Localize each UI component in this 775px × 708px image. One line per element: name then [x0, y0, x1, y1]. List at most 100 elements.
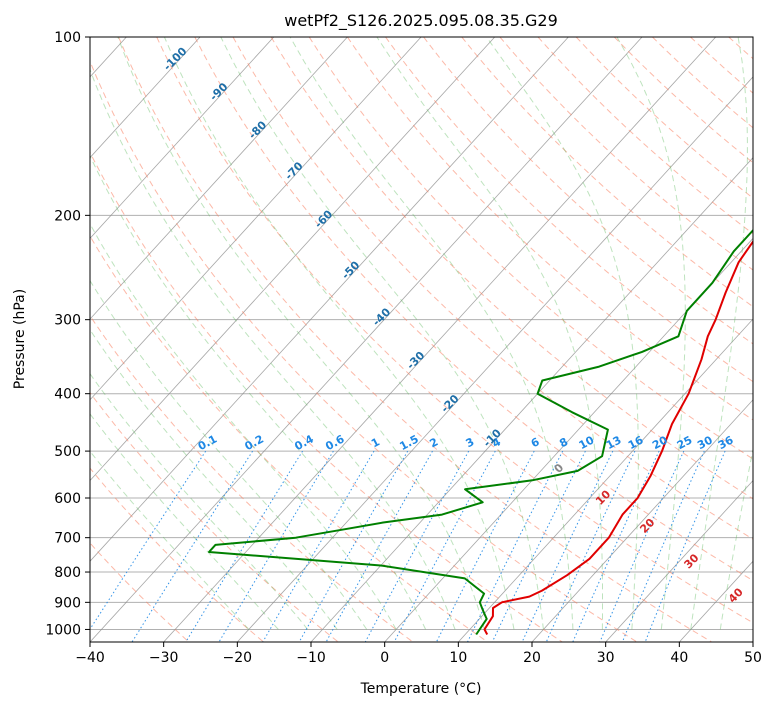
y-tick-label: 400 — [54, 387, 81, 403]
moist-adiabat — [220, 37, 544, 630]
x-tick-label: −40 — [75, 650, 105, 666]
chart-title: wetPf2_S126.2025.095.08.35.G29 — [284, 11, 558, 31]
dry-adiabat — [90, 314, 414, 642]
isotherm-line — [90, 37, 496, 482]
isotherm-line — [752, 641, 753, 642]
moist-adiabat — [690, 37, 748, 630]
moist-adiabat — [90, 68, 456, 630]
temperature-line — [483, 239, 753, 635]
y-tick-label: 900 — [54, 595, 81, 611]
dry-adiabat — [194, 37, 753, 582]
dry-adiabat — [90, 59, 638, 642]
mixing-ratio-line — [572, 450, 660, 642]
dry-adiabat — [90, 391, 339, 642]
dry-adiabat — [461, 37, 753, 308]
dry-adiabat — [232, 37, 753, 540]
y-tick-label: 100 — [54, 30, 81, 46]
isotherm-line — [90, 37, 569, 562]
x-tick-label: −10 — [296, 650, 326, 666]
isotherm-label: -100 — [161, 44, 190, 73]
mixing-ratio-label: 0.1 — [196, 432, 219, 453]
mixing-ratio-label: 0.2 — [243, 432, 266, 453]
mixing-ratio-line — [131, 450, 254, 642]
moist-adiabat — [90, 372, 309, 630]
series-lines — [208, 228, 753, 636]
mixing-ratio-label: 10 — [577, 433, 597, 452]
isotherm-label: -40 — [370, 305, 393, 328]
moist-adiabat — [90, 279, 368, 630]
isotherm-line — [384, 237, 753, 642]
isotherm-label: -50 — [339, 258, 362, 281]
dry-adiabat — [90, 542, 190, 642]
isotherm-label: -20 — [438, 392, 461, 415]
x-tick-label: 40 — [670, 650, 688, 666]
moist-adiabat — [90, 222, 397, 630]
mixing-ratio-line — [621, 450, 705, 642]
moist-adiabat — [376, 37, 603, 630]
x-axis-label: Temperature (°C) — [360, 681, 482, 697]
y-tick-label: 800 — [54, 565, 81, 581]
mixing-ratio-label: 20 — [650, 433, 670, 452]
mixing-ratio-label: 1 — [369, 435, 382, 450]
plot-frame — [89, 36, 754, 643]
dry-adiabat — [537, 37, 753, 235]
mixing-ratio-line — [185, 450, 304, 642]
moist-adiabat — [90, 413, 279, 630]
dry-adiabat — [575, 37, 753, 199]
isotherm-label: -70 — [282, 159, 305, 182]
x-tick-label: 50 — [744, 650, 762, 666]
isotherm-line — [90, 37, 643, 642]
mixing-ratio-line — [545, 450, 636, 642]
isotherm-line — [90, 37, 201, 159]
mixing-ratio-label: 8 — [557, 435, 570, 450]
moist-adiabat — [163, 37, 515, 630]
mixing-ratio-label: 3 — [464, 435, 477, 450]
mixing-ratio-label: 2 — [427, 435, 440, 450]
mixing-ratio-line — [521, 450, 614, 642]
moist-adiabat — [719, 446, 753, 630]
dry-adiabat — [385, 37, 753, 383]
isotherm-label: -60 — [312, 207, 335, 230]
y-tick-label: 300 — [54, 313, 81, 329]
dry-adiabat — [423, 37, 753, 345]
background-lines — [90, 37, 753, 642]
dry-adiabat — [90, 467, 264, 642]
moist-adiabat — [616, 37, 686, 630]
mixing-ratio-label: 6 — [529, 435, 542, 450]
axis-ticks: −40 −30 −20 −10 0 10 20 30 40 5010020030040050060… — [45, 30, 762, 666]
mixing-ratio-label: 30 — [695, 433, 715, 452]
x-tick-label: 30 — [597, 650, 615, 666]
moist-adiabat-label: 30 — [682, 551, 702, 571]
mixing-ratio-label: 13 — [604, 433, 624, 452]
mixing-ratio-line — [644, 450, 726, 642]
isotherm-label: -80 — [246, 118, 269, 141]
mixing-ratio-line — [599, 450, 685, 642]
mixing-ratio-label: 16 — [626, 433, 646, 452]
dry-adiabat — [156, 37, 753, 624]
moist-adiabat — [289, 37, 574, 630]
mixing-ratio-label: 0.6 — [323, 432, 347, 453]
dry-adiabat — [728, 37, 753, 60]
mixing-ratio-line — [90, 450, 207, 631]
y-tick-label: 700 — [54, 531, 81, 547]
dry-adiabat — [118, 37, 712, 642]
mixing-ratio-line — [491, 450, 586, 642]
isotherm-line — [90, 37, 422, 401]
mixing-ratio-line — [393, 450, 496, 642]
moist-adiabat — [90, 154, 427, 630]
x-tick-label: −20 — [223, 650, 253, 666]
isotherm-line — [605, 479, 753, 642]
dry-adiabat — [270, 37, 753, 500]
dry-adiabat — [308, 37, 753, 460]
mixing-ratio-label: 1.5 — [397, 433, 420, 454]
y-tick-label: 200 — [54, 208, 81, 224]
isotherm-line — [531, 399, 753, 642]
mixing-ratio-label: 25 — [675, 433, 695, 452]
x-tick-label: 0 — [380, 650, 389, 666]
isotherm-line — [90, 37, 275, 239]
moist-adiabat — [486, 37, 639, 630]
y-tick-label: 600 — [54, 491, 81, 507]
mixing-ratio-line — [218, 450, 334, 642]
isotherm-line — [237, 76, 753, 642]
